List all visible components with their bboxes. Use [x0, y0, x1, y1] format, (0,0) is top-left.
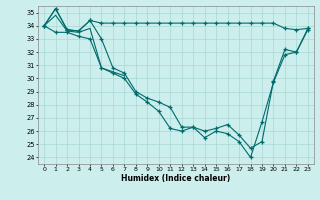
X-axis label: Humidex (Indice chaleur): Humidex (Indice chaleur) — [121, 174, 231, 183]
